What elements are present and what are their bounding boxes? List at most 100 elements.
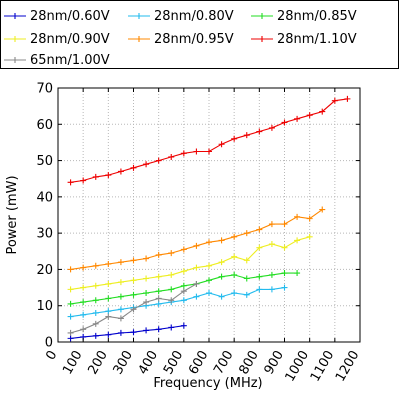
data-point [155, 288, 162, 295]
x-tick-label: 100 [60, 348, 85, 377]
data-point [268, 124, 275, 131]
data-point [168, 271, 175, 278]
data-point [231, 253, 238, 260]
series-28nm-0-85v [67, 270, 301, 307]
x-tick-label: 600 [186, 348, 211, 377]
data-point [231, 271, 238, 278]
data-point [294, 115, 301, 122]
x-tick-label: 1200 [333, 348, 363, 384]
x-tick-label: 700 [211, 348, 236, 377]
data-point [105, 172, 112, 179]
data-point [130, 257, 137, 264]
data-point [117, 279, 124, 286]
data-point [180, 288, 187, 295]
data-point [193, 280, 200, 287]
data-point [180, 322, 187, 329]
legend-box [0, 0, 399, 69]
data-point [281, 221, 288, 228]
data-point [117, 259, 124, 266]
data-point [155, 273, 162, 280]
legend-item: 65nm/1.00V [4, 53, 110, 68]
y-tick-label: 50 [36, 154, 53, 169]
data-point [105, 260, 112, 267]
data-point [67, 329, 74, 336]
data-point [206, 262, 212, 269]
data-point [206, 277, 212, 284]
data-point [306, 215, 313, 222]
x-tick-label: 200 [85, 348, 110, 377]
grid [58, 88, 360, 342]
data-point [180, 297, 187, 304]
legend-item: 28nm/1.10V [251, 32, 357, 47]
series-line [70, 209, 323, 270]
data-point [67, 179, 74, 186]
data-point [268, 271, 275, 278]
data-point [268, 221, 275, 228]
y-tick-label: 10 [36, 299, 53, 314]
data-point [92, 297, 99, 304]
data-point [243, 132, 250, 139]
data-point [67, 313, 74, 320]
data-point [143, 275, 150, 282]
data-point [80, 177, 87, 184]
data-point [281, 284, 288, 291]
legend-item: 28nm/0.80V [128, 9, 234, 24]
series-line [70, 287, 285, 318]
data-point [168, 153, 175, 160]
data-point [92, 173, 99, 180]
legend-label: 28nm/0.95V [154, 32, 234, 47]
legend-label: 28nm/0.60V [30, 9, 110, 24]
y-tick-label: 40 [36, 190, 53, 205]
data-point [105, 313, 112, 320]
legend-swatch-marker [136, 13, 142, 19]
legend-item: 28nm/0.60V [4, 9, 110, 24]
x-axis-title: Frequency (MHz) [153, 376, 262, 391]
data-point [143, 299, 150, 306]
series-line [70, 325, 184, 339]
y-tick-label: 70 [36, 82, 53, 97]
data-point [206, 239, 212, 246]
data-point [306, 112, 313, 119]
data-point [117, 306, 124, 313]
data-point [155, 251, 162, 258]
data-point [155, 157, 162, 164]
y-tick-label: 60 [36, 118, 53, 133]
series-28nm-0-80v [67, 284, 288, 320]
x-tick-label: 1000 [283, 348, 313, 384]
data-point [256, 286, 263, 293]
data-point [193, 148, 200, 155]
data-point [193, 242, 200, 249]
data-point [218, 273, 225, 280]
data-point [206, 290, 212, 297]
legend-swatch-marker [259, 36, 265, 42]
data-point [306, 233, 313, 240]
data-point [92, 332, 99, 339]
data-point [256, 273, 263, 280]
data-point [130, 306, 137, 313]
data-point [155, 326, 162, 333]
legend-item: 28nm/0.90V [4, 32, 110, 47]
series-28nm-0-60v [67, 322, 187, 342]
data-point [117, 315, 124, 322]
data-point [117, 329, 124, 336]
x-tick-label: 300 [111, 348, 136, 377]
data-point [105, 280, 112, 287]
data-point [168, 324, 175, 331]
data-point [67, 286, 74, 293]
data-point [180, 268, 187, 275]
data-point [218, 293, 225, 300]
data-point [67, 335, 74, 342]
x-tick-label: 900 [262, 348, 287, 377]
data-point [231, 233, 238, 240]
legend-label: 65nm/1.00V [30, 53, 110, 68]
x-tick-label: 1100 [308, 348, 338, 384]
data-point [256, 226, 263, 233]
data-point [130, 164, 137, 171]
data-point [180, 282, 187, 289]
data-point [218, 259, 225, 266]
data-point [130, 329, 137, 336]
data-point [80, 264, 87, 271]
data-point [331, 97, 338, 104]
